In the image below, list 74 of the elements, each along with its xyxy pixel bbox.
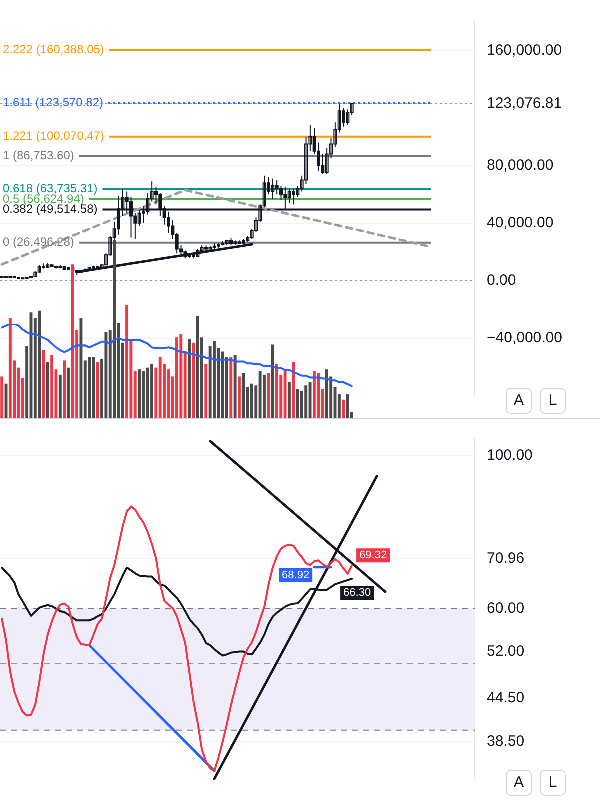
- ref-line-label: 1.221 (100,070.47): [3, 129, 104, 144]
- bar: [242, 373, 246, 418]
- ref-line-label: 2.222 (160,388.05): [3, 42, 104, 56]
- candlestick: [271, 178, 275, 200]
- bar: [304, 386, 308, 418]
- bar: [150, 364, 154, 418]
- bar: [275, 364, 278, 418]
- bar: [342, 400, 346, 418]
- y-tick-label: 60.00: [487, 600, 525, 618]
- bar: [0, 376, 4, 418]
- bar: [88, 357, 92, 418]
- bar: [196, 316, 200, 418]
- ref-line-label: 1 (86,753.60): [3, 148, 74, 162]
- bar: [46, 362, 50, 418]
- bar: [221, 352, 224, 418]
- bar: [267, 373, 270, 418]
- bar: [284, 371, 287, 418]
- bar: [192, 342, 196, 418]
- y-tick-label: −40,000.00: [487, 330, 562, 347]
- y-tick-label: 160,000.00: [487, 42, 562, 59]
- bar: [96, 362, 100, 418]
- text: A: [506, 770, 532, 796]
- bar: [188, 339, 191, 418]
- bar: [146, 368, 150, 418]
- bar: [234, 355, 237, 418]
- y-tick-label: 100.00: [487, 447, 533, 464]
- bar: [262, 374, 266, 418]
- bar: [176, 338, 178, 418]
- bar: [158, 357, 162, 418]
- bar: [38, 310, 42, 418]
- bar: [180, 334, 183, 418]
- bar: [213, 341, 216, 418]
- bar: [50, 355, 54, 418]
- bar: [317, 373, 320, 418]
- y-tick-label: 40,000.00: [487, 214, 554, 232]
- y-tick-label: 38.50: [487, 732, 525, 750]
- bar: [230, 357, 233, 418]
- bar: [126, 306, 128, 418]
- text: A: [506, 388, 532, 414]
- candlestick: [288, 188, 292, 204]
- candlestick: [304, 136, 308, 186]
- bar: [204, 364, 208, 418]
- ref-line-label: 1.611 (123,570.82): [3, 95, 104, 110]
- bar: [113, 240, 116, 418]
- bar: [325, 370, 328, 418]
- bar: [58, 374, 62, 418]
- bar: [142, 371, 146, 418]
- y-tick-label: 123,076.81: [487, 94, 562, 112]
- bar: [104, 332, 108, 418]
- bar: [63, 360, 66, 418]
- y-tick-label: 70.96: [487, 550, 525, 567]
- bar: [80, 318, 83, 418]
- bar: [288, 382, 291, 418]
- bar: [238, 376, 241, 418]
- y-tick-label: 0.00: [487, 272, 516, 290]
- text: L: [540, 770, 566, 796]
- bar: [250, 384, 254, 418]
- bar: [258, 371, 262, 418]
- bar: [8, 318, 12, 418]
- data-label: 69.32: [360, 550, 388, 562]
- text: L: [540, 388, 566, 414]
- bar: [296, 389, 300, 418]
- data-label: 68.92: [282, 569, 310, 582]
- bar: [67, 368, 70, 418]
- data-label: 66.30: [344, 587, 372, 600]
- y-tick-label: 52.00: [487, 642, 525, 660]
- bar: [271, 344, 274, 418]
- y-tick-label: 44.50: [487, 690, 525, 707]
- bar: [71, 264, 74, 418]
- bar: [312, 371, 316, 418]
- bar: [92, 357, 96, 418]
- y-tick-label: 80,000.00: [487, 156, 554, 174]
- bar: [138, 370, 141, 418]
- bar: [292, 362, 296, 418]
